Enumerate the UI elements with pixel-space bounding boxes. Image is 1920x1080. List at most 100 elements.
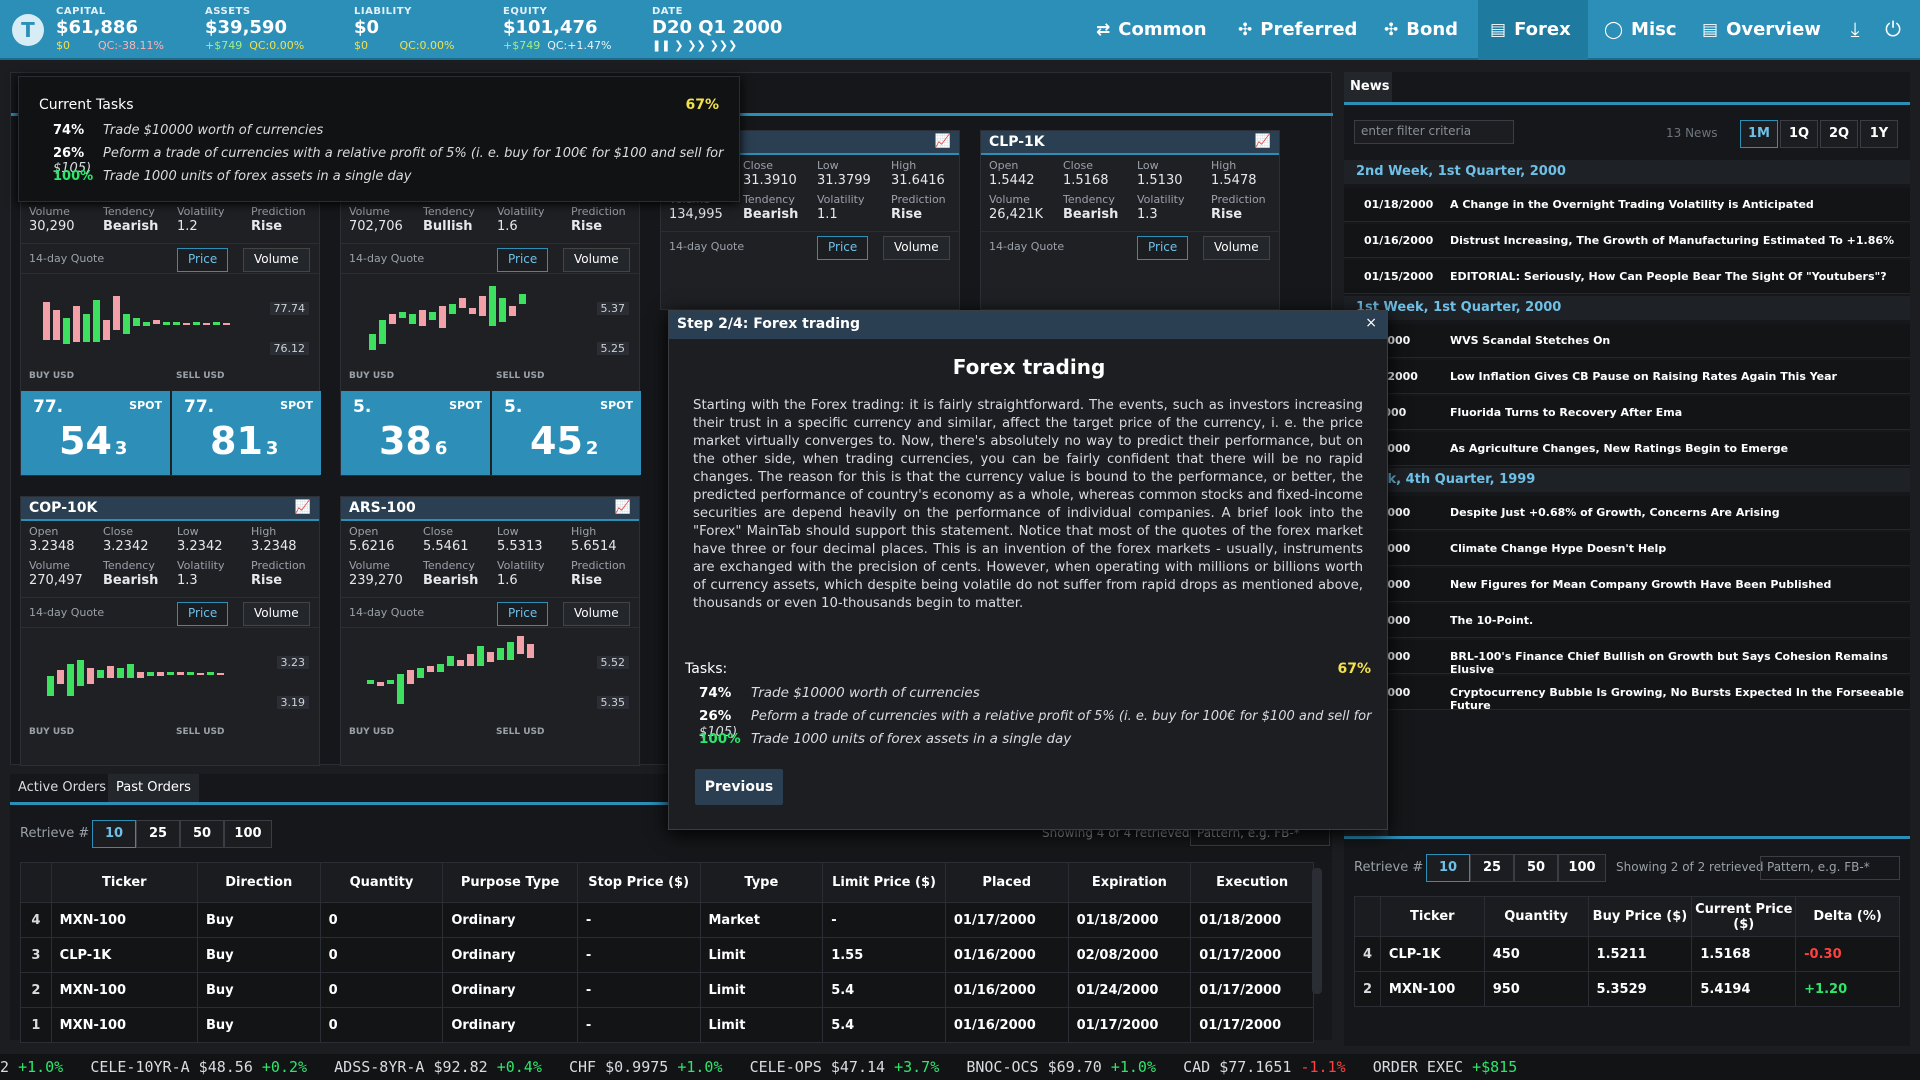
column-header[interactable]: Ticker xyxy=(1379,896,1485,937)
page-size-10[interactable]: 10 xyxy=(92,820,136,848)
task-item: 100% Trade 1000 units of forex assets in … xyxy=(699,731,1071,747)
chart-icon[interactable]: 📈 xyxy=(934,134,951,149)
low-label: Low xyxy=(817,159,839,172)
price-tab[interactable]: Price xyxy=(177,248,229,272)
page-size-10[interactable]: 10 xyxy=(1426,854,1470,882)
nav-bond[interactable]: ✣ Bond xyxy=(1372,0,1470,60)
speed-controls[interactable]: ❚❚ ❯ ❯❯ ❯❯❯ xyxy=(652,39,738,52)
close-icon[interactable]: × xyxy=(1365,315,1377,331)
stat-value: $0 xyxy=(354,17,380,38)
table-row[interactable]: 4 MXN-100 Buy 0 Ordinary - Market -01/17/2000 01… xyxy=(20,902,1314,938)
column-header[interactable]: Expiration xyxy=(1067,862,1192,903)
column-header[interactable]: Type xyxy=(699,862,824,903)
column-header[interactable]: Current Price ($) xyxy=(1691,896,1797,937)
volume-tab[interactable]: Volume xyxy=(563,602,630,626)
news-item[interactable]: /5/2000Climate Change Hype Doesn't Help xyxy=(1344,532,1910,566)
volume-tab[interactable]: Volume xyxy=(563,248,630,272)
news-item[interactable]: 1/1/2000 Low Inflation Gives CB Pause on … xyxy=(1344,360,1910,394)
chart-icon[interactable]: 📈 xyxy=(294,500,311,515)
range-1y[interactable]: 1Y xyxy=(1860,120,1898,148)
high-label: High xyxy=(571,525,597,538)
range-1q[interactable]: 1Q xyxy=(1780,120,1818,148)
table-row[interactable]: 2 MXN-100 Buy 0 Ordinary - Limit 5.4 01/16/2000 0… xyxy=(20,972,1314,1008)
column-header[interactable] xyxy=(20,862,52,903)
tab-past-orders[interactable]: Past Orders xyxy=(108,774,199,802)
sell-spot-button[interactable]: 77. SPOT 81 3 xyxy=(172,391,321,475)
scrollbar[interactable] xyxy=(1312,868,1322,994)
card-header: ARS-100 📈 xyxy=(341,497,639,521)
chart-icon[interactable]: 📈 xyxy=(614,500,631,515)
price-tab[interactable]: Price xyxy=(497,248,549,272)
page-size-25[interactable]: 25 xyxy=(136,820,180,848)
news-item[interactable]: 01/16/2000 Distrust Increasing, The Growt… xyxy=(1344,224,1910,258)
buy-spot-button[interactable]: 5. SPOT 38 6 xyxy=(341,391,490,475)
column-header[interactable]: Stop Price ($) xyxy=(576,862,701,903)
price-tab[interactable]: Price xyxy=(817,236,869,260)
volume-tab[interactable]: Volume xyxy=(243,248,310,272)
page-size-25[interactable]: 25 xyxy=(1470,854,1514,882)
news-item[interactable]: 01/15/2000 EDITORIAL: Seriously, How Can … xyxy=(1344,260,1910,294)
price-tab[interactable]: Price xyxy=(497,602,549,626)
price-tab[interactable]: Price xyxy=(177,602,229,626)
table-cell: 02/08/2000 xyxy=(1067,937,1192,973)
price-tab[interactable]: Price xyxy=(1137,236,1189,260)
column-header[interactable]: Ticker xyxy=(50,862,198,903)
column-header[interactable]: Quantity xyxy=(1483,896,1589,937)
column-header[interactable]: Delta (%) xyxy=(1795,896,1900,937)
range-2q[interactable]: 2Q xyxy=(1820,120,1858,148)
chart-icon[interactable]: 📈 xyxy=(1254,134,1271,149)
previous-button[interactable]: Previous xyxy=(695,769,783,805)
news-item[interactable]: 01/18/2000 A Change in the Overnight Trad… xyxy=(1344,188,1910,222)
table-cell: Market xyxy=(699,902,824,938)
ticker-item: CAD $77.1651 -1.1% xyxy=(1183,1058,1346,1076)
task-description: Trade $10000 worth of currencies xyxy=(751,685,980,701)
column-header[interactable]: Limit Price ($) xyxy=(822,862,946,903)
volume-tab[interactable]: Volume xyxy=(883,236,950,260)
column-header[interactable]: Execution xyxy=(1190,862,1314,903)
news-headline: The 10-Point. xyxy=(1450,614,1534,627)
column-header[interactable]: Purpose Type xyxy=(442,862,578,903)
tab-news[interactable]: News xyxy=(1344,72,1392,102)
table-row[interactable]: 2 MXN-100 950 5.3529 5.4194 +1.20 xyxy=(1354,971,1900,1007)
nav-common[interactable]: ⇄ Common xyxy=(1084,0,1219,60)
volume-tab[interactable]: Volume xyxy=(1203,236,1270,260)
prediction-label: Prediction xyxy=(1211,193,1266,206)
range-1m[interactable]: 1M xyxy=(1740,120,1778,148)
download-icon[interactable]: ⤓ xyxy=(1850,17,1860,41)
pattern-input[interactable]: Pattern, e.g. FB-* xyxy=(1760,856,1900,880)
buy-spot-button[interactable]: 77. SPOT 54 3 xyxy=(21,391,170,475)
news-item[interactable]: /2/2000BRL-100's Finance Chief Bullish o… xyxy=(1344,640,1910,676)
news-item[interactable]: /7/2000As Agriculture Changes, New Ratin… xyxy=(1344,432,1910,466)
table-row[interactable]: 4 CLP-1K 450 1.5211 1.5168 -0.30 xyxy=(1354,936,1900,972)
tab-active-orders[interactable]: Active Orders xyxy=(18,780,107,795)
news-filter-input[interactable]: enter filter criteria xyxy=(1354,120,1514,144)
news-item[interactable]: /6/2000Despite Just +0.68% of Growth, Co… xyxy=(1344,496,1910,530)
news-item[interactable]: /1/2000Cryptocurrency Bubble Is Growing,… xyxy=(1344,676,1910,712)
page-size-100[interactable]: 100 xyxy=(224,820,272,848)
nav-preferred[interactable]: ✣ Preferred xyxy=(1226,0,1369,60)
table-row[interactable]: 3 CLP-1K Buy 0 Ordinary - Limit 1.55 01/16/2000 0… xyxy=(20,937,1314,973)
power-icon[interactable]: ⏻ xyxy=(1885,17,1901,41)
column-header[interactable] xyxy=(1354,896,1381,937)
nav-misc[interactable]: ◯ Misc xyxy=(1592,0,1689,60)
forex-card: Volume Tendency Volatility Prediction 702,7… xyxy=(340,200,641,476)
nav-forex[interactable]: ▤ Forex xyxy=(1478,0,1588,60)
page-size-100[interactable]: 100 xyxy=(1558,854,1606,882)
task-percent: 100% xyxy=(699,731,741,747)
column-header[interactable]: Placed xyxy=(944,862,1069,903)
column-header[interactable]: Direction xyxy=(196,862,321,903)
table-row[interactable]: 1 MXN-100 Buy 0 Ordinary - Limit 5.4 01/16/2000 0… xyxy=(20,1007,1314,1043)
sell-spot-button[interactable]: 5. SPOT 45 2 xyxy=(492,391,641,475)
column-header[interactable]: Buy Price ($) xyxy=(1587,896,1693,937)
news-item[interactable]: 0/2000Fluorida Turns to Recovery After E… xyxy=(1344,396,1910,430)
prediction-value: Rise xyxy=(1211,207,1243,222)
volume-tab[interactable]: Volume xyxy=(243,602,310,626)
page-size-50[interactable]: 50 xyxy=(180,820,224,848)
column-header[interactable]: Quantity xyxy=(319,862,444,903)
nav-overview[interactable]: ▤ Overview xyxy=(1690,0,1833,60)
news-item[interactable]: /3/2000The 10-Point. xyxy=(1344,604,1910,638)
open-label: Open xyxy=(349,525,379,538)
page-size-50[interactable]: 50 xyxy=(1514,854,1558,882)
